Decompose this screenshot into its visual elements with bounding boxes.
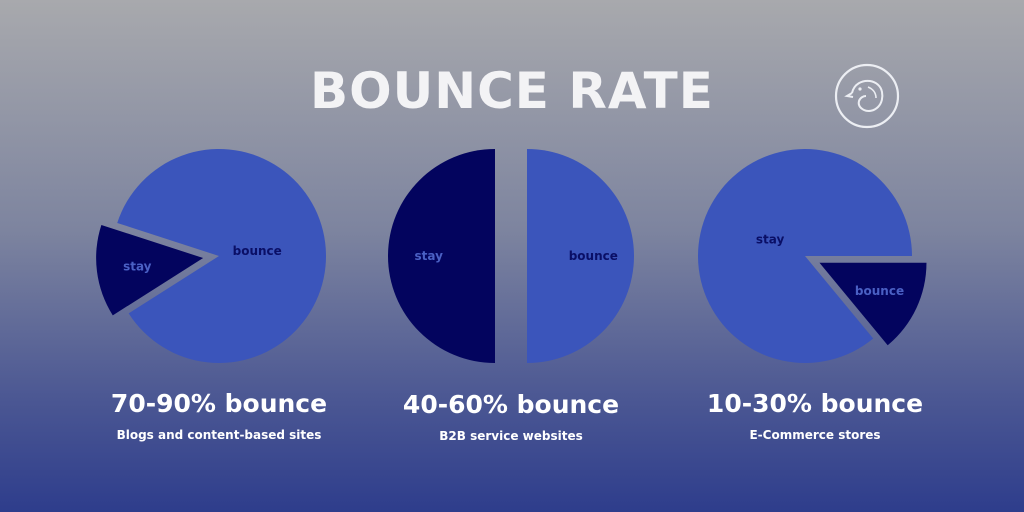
chart-1-subtitle: Blogs and content-based sites [116, 428, 322, 442]
chart-2-label-bounce: bounce [569, 249, 618, 263]
chart-1-label-stay: stay [123, 259, 152, 273]
chart-2-subtitle: B2B service websites [439, 429, 583, 443]
chart-2-label-stay: stay [414, 249, 443, 263]
chart-caption-3: 10-30% bounce E-Commerce stores [655, 388, 975, 442]
bird-circle-icon [834, 63, 900, 129]
chart-3-slice-stay [698, 148, 912, 363]
page-title: BOUNCE RATE [310, 62, 714, 120]
chart-3-subtitle: E-Commerce stores [749, 428, 881, 442]
chart-2-headline: 40-60% bounce [402, 390, 620, 419]
chart-1-slice-stay [96, 224, 204, 316]
chart-3-slice-bounce [819, 262, 927, 346]
chart-3-label-bounce: bounce [855, 284, 904, 298]
chart-caption-1: 70-90% bounce Blogs and content-based si… [59, 388, 379, 442]
chart-2-slice-bounce [527, 149, 634, 363]
chart-1-headline: 70-90% bounce [110, 389, 328, 418]
chart-3-headline: 10-30% bounce [706, 389, 924, 418]
chart-caption-2: 40-60% bounce B2B service websites [351, 389, 671, 443]
chart-3-label-stay: stay [756, 233, 785, 247]
chart-1-label-bounce: bounce [233, 244, 282, 258]
chart-1-slice-bounce [117, 148, 327, 363]
chart-2-slice-stay [388, 149, 495, 363]
